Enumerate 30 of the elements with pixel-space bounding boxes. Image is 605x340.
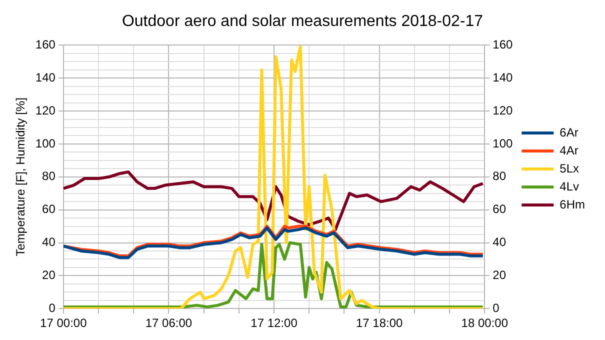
x-tick-label: 17 12:00 (250, 316, 298, 330)
legend-label: 4Ar (560, 143, 578, 158)
y2-tick-label: 0 (492, 300, 500, 315)
y-axis-title: Temperature [F], Humidity [%] (14, 98, 28, 256)
y-tick-label: 160 (35, 38, 56, 52)
y-tick-label: 0 (48, 300, 56, 315)
y2-tick-label: 80 (492, 169, 506, 184)
y2-tick-label: 40 (492, 235, 506, 250)
x-tick-label: 17 00:00 (40, 316, 88, 330)
y2-tick-label: 160 (492, 38, 513, 52)
legend-label: 6Hm (560, 197, 586, 212)
legend-label: 4Lv (560, 179, 580, 194)
legend-label: 5Lx (560, 161, 580, 176)
y-tick-label: 20 (42, 268, 56, 282)
y2-tick-label: 120 (492, 103, 513, 118)
y-tick-label: 60 (42, 202, 56, 216)
y-tick-label: 40 (42, 235, 56, 250)
x-tick-label: 18 00:00 (461, 316, 508, 330)
y-tick-label: 140 (35, 70, 56, 84)
y2-tick-label: 20 (492, 268, 506, 282)
y-tick-label: 80 (42, 169, 56, 184)
y2-tick-label: 60 (492, 202, 506, 216)
x-tick-label: 17 06:00 (145, 316, 192, 330)
x-tick-label: 17 18:00 (356, 316, 404, 330)
y-tick-label: 100 (35, 136, 56, 150)
y2-tick-label: 100 (492, 136, 513, 150)
legend-label: 6Ar (560, 125, 578, 140)
chart-title: Outdoor aero and solar measurements 2018-02-17 (122, 13, 484, 30)
y2-tick-label: 140 (492, 70, 513, 84)
y-tick-label: 120 (35, 103, 56, 118)
